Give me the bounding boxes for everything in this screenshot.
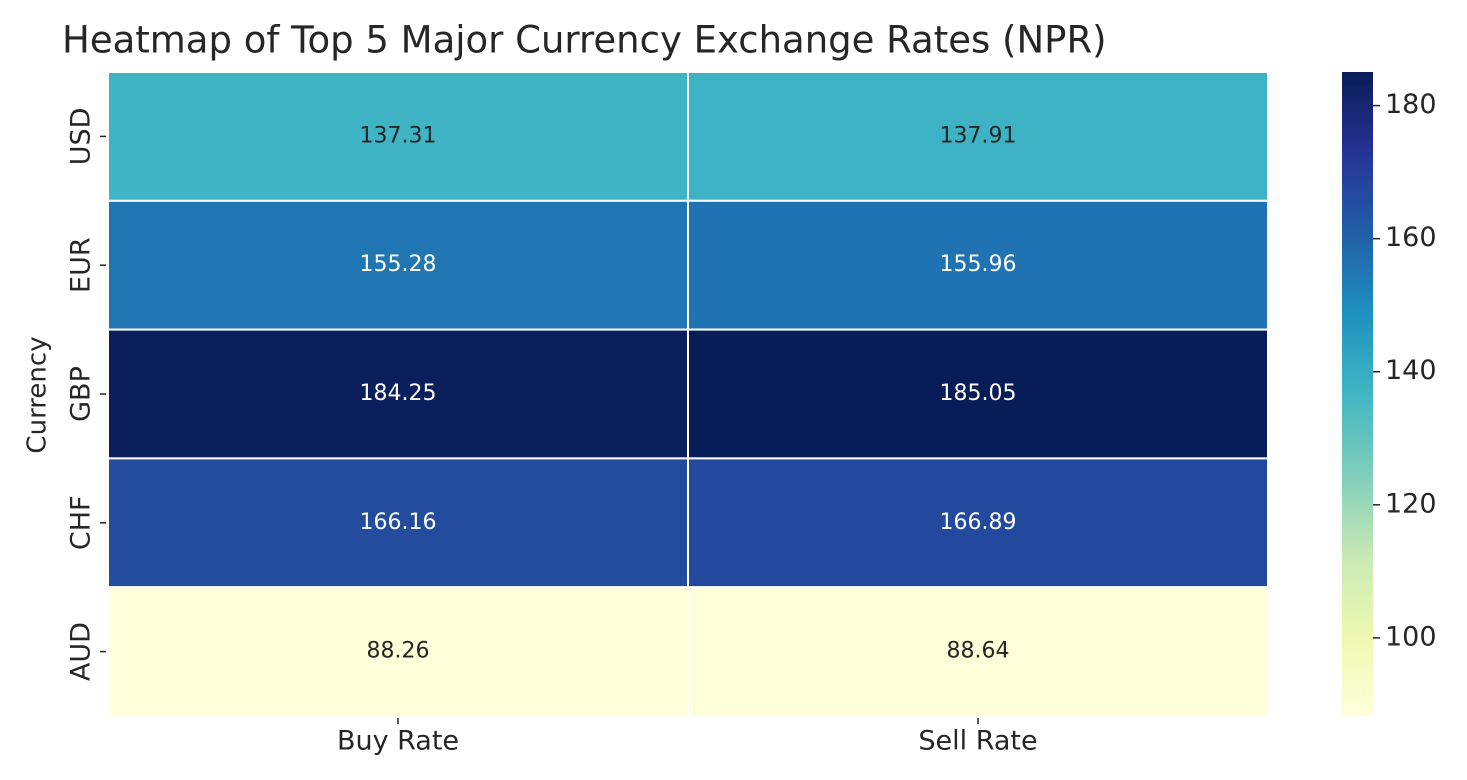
cell-value-label: 185.05	[940, 381, 1017, 406]
cell-value-label: 184.25	[360, 381, 437, 406]
y-axis-label: Currency	[23, 336, 53, 453]
heatmap-cell	[687, 328, 1269, 460]
colorbar	[1342, 72, 1373, 716]
heatmap-cell	[687, 71, 1269, 202]
cell-value-label: 137.31	[360, 123, 437, 148]
colorbar-tick-label: 140	[1385, 355, 1437, 386]
cell-value-label: 155.96	[940, 252, 1017, 277]
colorbar-tick-label: 160	[1385, 222, 1437, 253]
cell-value-label: 155.28	[360, 252, 437, 277]
heatmap-cell	[687, 586, 1269, 718]
heatmap-cell	[687, 199, 1269, 331]
colorbar-tick-label: 100	[1385, 621, 1437, 652]
colorbar-tick-label: 180	[1385, 89, 1437, 120]
heatmap-cell	[107, 71, 689, 202]
y-tick-label: GBP	[66, 366, 97, 422]
x-tick-label: Sell Rate	[918, 726, 1037, 757]
cell-value-label: 88.64	[947, 639, 1010, 664]
y-tick-label: CHF	[66, 495, 97, 550]
heatmap-cell	[107, 199, 689, 331]
heatmap-cell	[107, 586, 689, 718]
cell-value-label: 166.89	[940, 510, 1017, 535]
y-tick-label: AUD	[66, 622, 97, 681]
cell-value-label: 166.16	[360, 510, 437, 535]
colorbar-tick-label: 120	[1385, 488, 1437, 519]
cell-value-label: 137.91	[940, 123, 1017, 148]
heatmap-cell	[107, 328, 689, 460]
y-tick-label: EUR	[66, 237, 97, 293]
chart-title: Heatmap of Top 5 Major Currency Exchange…	[62, 19, 1107, 62]
cell-value-label: 88.26	[367, 639, 430, 664]
x-tick-label: Buy Rate	[337, 726, 459, 757]
heatmap-cell	[687, 457, 1269, 589]
y-tick-label: USD	[66, 108, 97, 166]
